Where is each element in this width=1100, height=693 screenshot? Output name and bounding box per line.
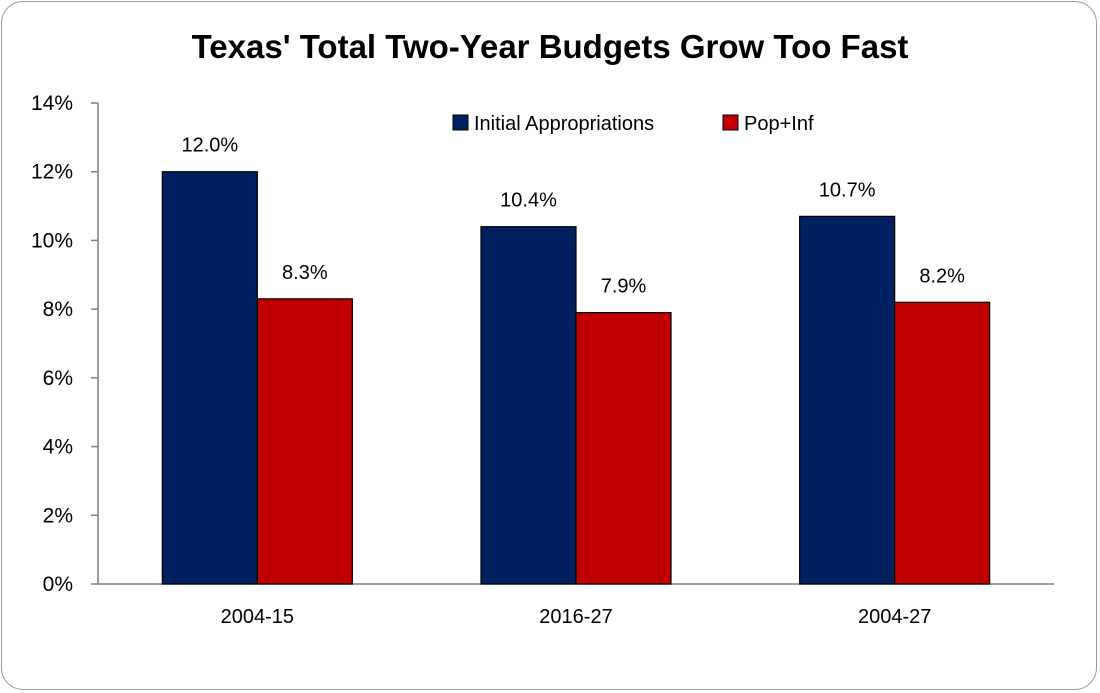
x-tick-label: 2004-15 [221,606,294,628]
x-tick-label: 2004-27 [858,606,931,628]
y-tick-label: 10% [31,229,73,252]
y-axis: 0% 2% 4% 6% 8% 10% 12% 14% [31,92,99,596]
y-tick-label: 2% [43,504,73,527]
data-label: 7.9% [601,276,647,298]
y-tick-label: 6% [43,367,73,390]
bar-initial-appropriations [480,226,577,585]
bar-initial-appropriations [799,215,896,585]
x-axis: 2004-15 2016-27 2004-27 [98,583,1054,628]
y-tick-label: 0% [43,573,73,596]
legend: Initial Appropriations Pop+Inf [452,113,814,135]
data-label: 10.4% [500,190,557,212]
y-tick-label: 4% [43,436,73,459]
legend-swatch-initial-appropriations [452,114,469,131]
data-label: 8.3% [282,262,328,284]
legend-label: Pop+Inf [744,113,814,135]
data-label: 10.7% [819,179,876,201]
y-tick-label: 8% [43,298,73,321]
data-label: 12.0% [181,135,238,157]
y-tick-label: 14% [31,92,73,115]
y-tick-label: 12% [31,161,73,184]
legend-swatch-pop-inf [722,114,739,131]
bar-initial-appropriations [161,171,258,585]
bars: 12.0% 8.3% 10.4% 7.9% 10.7% 8.2% [161,135,991,585]
legend-label: Initial Appropriations [474,113,654,135]
chart-title: Texas' Total Two-Year Budgets Grow Too F… [192,28,909,65]
bar-pop-inf [256,298,353,585]
bar-pop-inf [894,301,991,585]
x-tick-label: 2016-27 [539,606,612,628]
bar-pop-inf [575,311,672,585]
data-label: 8.2% [919,265,965,287]
